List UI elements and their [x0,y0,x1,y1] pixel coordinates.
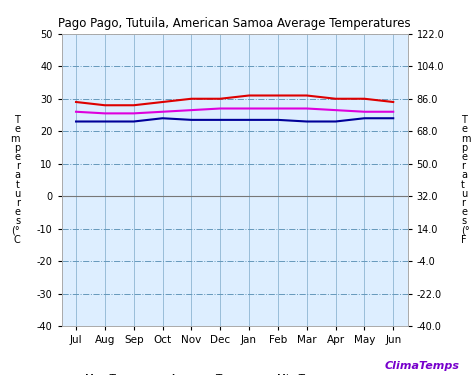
Title: Pago Pago, Tutuila, American Samoa Average Temperatures: Pago Pago, Tutuila, American Samoa Avera… [58,17,411,30]
Y-axis label: T
e
m
p
e
r
a
t
u
r
e
s
(°
F: T e m p e r a t u r e s (° F [461,115,471,245]
Max Temp [102,103,108,108]
Average Temp [73,110,79,114]
Average Temp [189,108,194,112]
Max Temp [275,93,281,98]
Line: Average Temp: Average Temp [76,108,393,113]
Line: Min Temp: Min Temp [76,118,393,122]
Max Temp [246,93,252,98]
Min Temp [102,119,108,124]
Average Temp [246,106,252,111]
Average Temp [275,106,281,111]
Max Temp [189,96,194,101]
Min Temp [131,119,137,124]
Y-axis label: T
e
m
p
e
r
a
t
u
r
e
s
(°
C: T e m p e r a t u r e s (° C [10,115,20,245]
Average Temp [362,110,367,114]
Average Temp [304,106,310,111]
Max Temp [391,100,396,104]
Legend: Max Temp, Average Temp, Min Temp: Max Temp, Average Temp, Min Temp [55,369,331,375]
Max Temp [160,100,165,104]
Min Temp [275,118,281,122]
Min Temp [189,118,194,122]
Average Temp [131,111,137,116]
Max Temp [304,93,310,98]
Min Temp [246,118,252,122]
Min Temp [391,116,396,120]
Min Temp [333,119,338,124]
Text: ClimaTemps: ClimaTemps [385,361,460,371]
Min Temp [73,119,79,124]
Max Temp [362,96,367,101]
Min Temp [304,119,310,124]
Max Temp [333,96,338,101]
Average Temp [160,110,165,114]
Average Temp [391,110,396,114]
Average Temp [333,108,338,112]
Max Temp [218,96,223,101]
Min Temp [160,116,165,120]
Line: Max Temp: Max Temp [76,96,393,105]
Min Temp [218,118,223,122]
Max Temp [131,103,137,108]
Max Temp [73,100,79,104]
Average Temp [102,111,108,116]
Average Temp [218,106,223,111]
Min Temp [362,116,367,120]
